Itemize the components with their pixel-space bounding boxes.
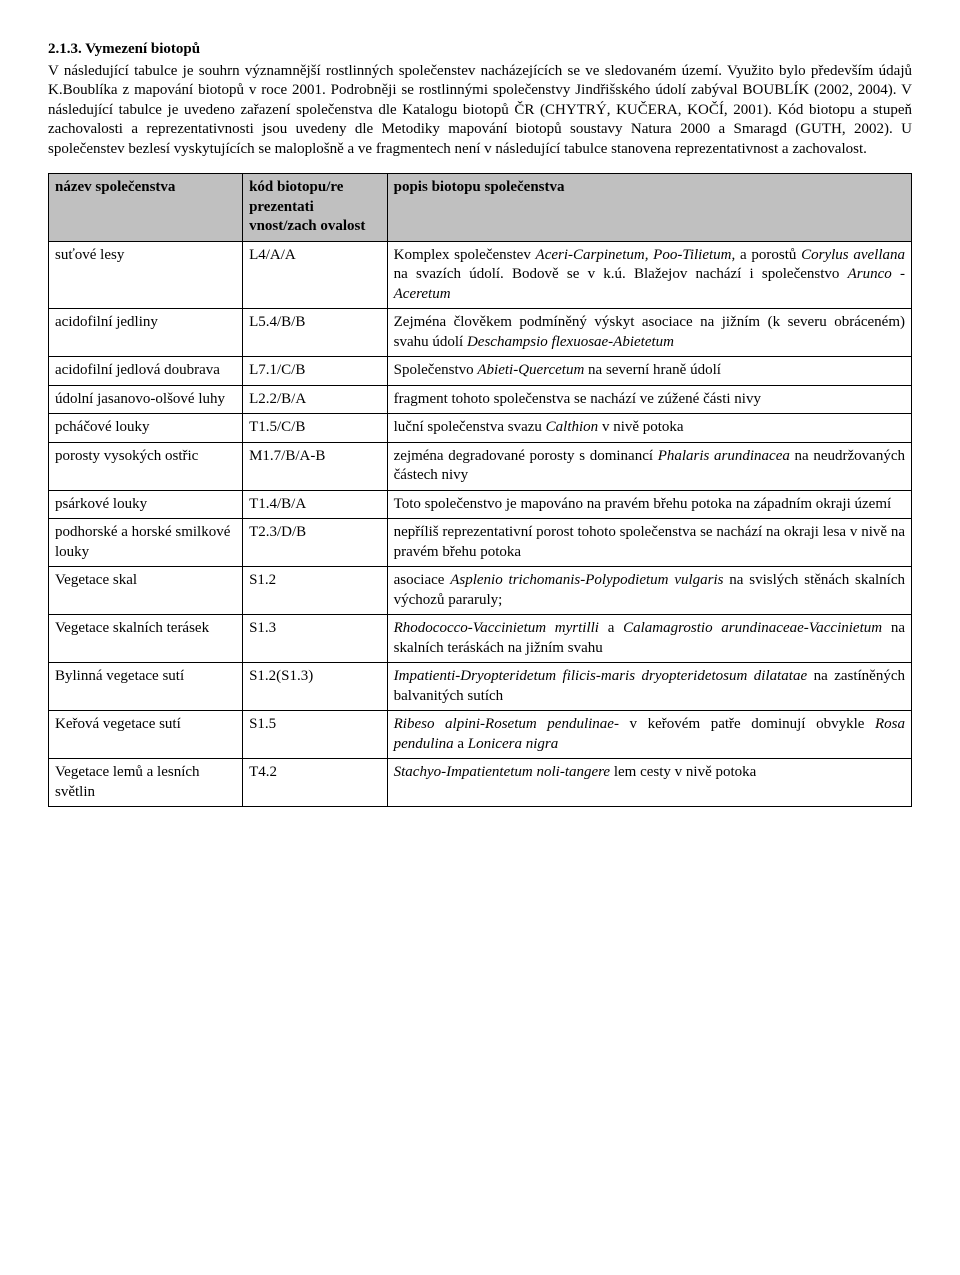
cell-desc: Společenstvo Abieti-Quercetum na severní…	[387, 357, 911, 386]
table-row: Keřová vegetace sutíS1.5Ribeso alpini-Ro…	[49, 711, 912, 759]
cell-desc: Zejména člověkem podmíněný výskyt asocia…	[387, 309, 911, 357]
cell-desc: Impatienti-Dryopteridetum filicis-maris …	[387, 663, 911, 711]
cell-name: psárkové louky	[49, 490, 243, 519]
table-row: Vegetace skalních terásekS1.3Rhodococco-…	[49, 615, 912, 663]
cell-name: acidofilní jedliny	[49, 309, 243, 357]
cell-desc: Rhodococco-Vaccinietum myrtilli a Calama…	[387, 615, 911, 663]
intro-paragraph: V následující tabulce je souhrn významně…	[48, 62, 912, 160]
cell-desc: Toto společenstvo je mapováno na pravém …	[387, 490, 911, 519]
header-code: kód biotopu/re prezentati vnost/zach ova…	[243, 174, 388, 242]
table-row: Vegetace skalS1.2asociace Asplenio trich…	[49, 567, 912, 615]
cell-desc: Stachyo-Impatientetum noli-tangere lem c…	[387, 759, 911, 807]
table-row: údolní jasanovo-olšové luhyL2.2/B/Afragm…	[49, 385, 912, 414]
cell-name: Bylinná vegetace sutí	[49, 663, 243, 711]
cell-code: L4/A/A	[243, 241, 388, 309]
cell-name: suťové lesy	[49, 241, 243, 309]
cell-desc: zejména degradované porosty s dominancí …	[387, 442, 911, 490]
table-row: porosty vysokých ostřicM1.7/B/A-Bzejména…	[49, 442, 912, 490]
cell-desc: asociace Asplenio trichomanis-Polypodiet…	[387, 567, 911, 615]
table-row: pcháčové loukyT1.5/C/Bluční společenstva…	[49, 414, 912, 443]
table-row: psárkové loukyT1.4/B/AToto společenstvo …	[49, 490, 912, 519]
cell-code: M1.7/B/A-B	[243, 442, 388, 490]
cell-code: S1.5	[243, 711, 388, 759]
table-row: suťové lesyL4/A/AKomplex společenstev Ac…	[49, 241, 912, 309]
table-row: Vegetace lemů a lesních světlinT4.2Stach…	[49, 759, 912, 807]
cell-code: S1.2	[243, 567, 388, 615]
table-row: podhorské a horské smilkové loukyT2.3/D/…	[49, 519, 912, 567]
cell-name: pcháčové louky	[49, 414, 243, 443]
cell-code: T1.5/C/B	[243, 414, 388, 443]
table-row: acidofilní jedlinyL5.4/B/BZejména člověk…	[49, 309, 912, 357]
cell-desc: Komplex společenstev Aceri-Carpinetum, P…	[387, 241, 911, 309]
cell-code: T4.2	[243, 759, 388, 807]
biotope-table: název společenstva kód biotopu/re prezen…	[48, 173, 912, 807]
cell-desc: Ribeso alpini-Rosetum pendulinae- v keřo…	[387, 711, 911, 759]
table-row: acidofilní jedlová doubravaL7.1/C/BSpole…	[49, 357, 912, 386]
cell-code: S1.2(S1.3)	[243, 663, 388, 711]
cell-name: acidofilní jedlová doubrava	[49, 357, 243, 386]
table-row: Bylinná vegetace sutíS1.2(S1.3)Impatient…	[49, 663, 912, 711]
header-name: název společenstva	[49, 174, 243, 242]
cell-name: údolní jasanovo-olšové luhy	[49, 385, 243, 414]
cell-desc: luční společenstva svazu Calthion v nivě…	[387, 414, 911, 443]
cell-name: Vegetace skal	[49, 567, 243, 615]
cell-code: L2.2/B/A	[243, 385, 388, 414]
cell-desc: fragment tohoto společenstva se nachází …	[387, 385, 911, 414]
cell-code: T1.4/B/A	[243, 490, 388, 519]
cell-name: porosty vysokých ostřic	[49, 442, 243, 490]
cell-code: S1.3	[243, 615, 388, 663]
cell-code: T2.3/D/B	[243, 519, 388, 567]
cell-name: Vegetace lemů a lesních světlin	[49, 759, 243, 807]
cell-name: Keřová vegetace sutí	[49, 711, 243, 759]
section-heading: 2.1.3. Vymezení biotopů	[48, 40, 912, 60]
cell-name: Vegetace skalních terásek	[49, 615, 243, 663]
cell-desc: nepříliš reprezentativní porost tohoto s…	[387, 519, 911, 567]
cell-name: podhorské a horské smilkové louky	[49, 519, 243, 567]
cell-code: L5.4/B/B	[243, 309, 388, 357]
header-desc: popis biotopu společenstva	[387, 174, 911, 242]
cell-code: L7.1/C/B	[243, 357, 388, 386]
